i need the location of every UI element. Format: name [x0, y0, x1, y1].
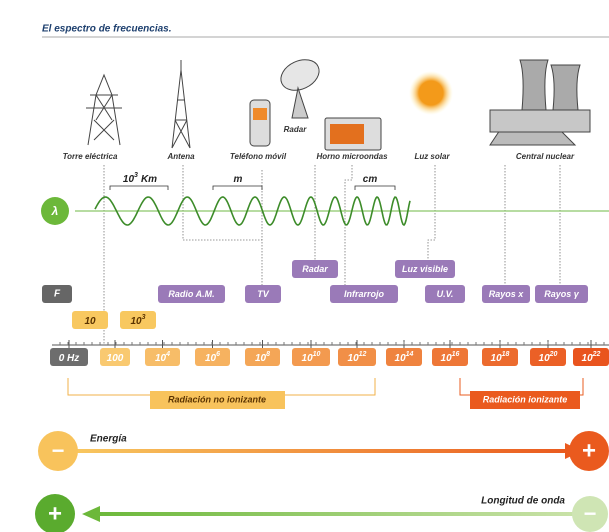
wave-label: m	[234, 174, 243, 185]
scale-label: 0 Hz	[59, 353, 80, 364]
wavelength-label: Longitud de onda	[481, 496, 565, 507]
wave-label-base: cm	[363, 174, 378, 185]
energy-high: +	[582, 437, 596, 464]
wavelength-arrow	[95, 512, 575, 516]
scale-label-exp: 4	[165, 351, 170, 358]
scale-label-base: 10	[539, 353, 551, 364]
wave-label: cm	[363, 174, 378, 185]
lambda: λ	[51, 204, 59, 218]
wave-label-exp: 3	[134, 172, 138, 179]
icons	[86, 54, 590, 150]
scale-label-base: 10	[302, 353, 314, 364]
non-ionizing-label: Radiación no ionizante	[168, 394, 266, 404]
wavelength-long: +	[48, 500, 62, 527]
scale-label-base: 10	[348, 353, 360, 364]
scale-label-base: 10	[205, 353, 217, 364]
scale-label-base: 100	[107, 353, 124, 364]
band-label: TV	[257, 289, 269, 299]
scale-label-exp: 16	[452, 351, 460, 358]
band-label: Radar	[302, 264, 328, 274]
scale-label-exp: 20	[549, 351, 558, 358]
source-label: Teléfono móvil	[230, 152, 287, 161]
source-label: Horno microondas	[316, 152, 388, 161]
source-label: Radar	[284, 125, 308, 134]
energy-arrow	[70, 449, 570, 453]
wavelength-arrowhead	[82, 506, 100, 522]
band-label: Radio A.M.	[168, 289, 214, 299]
wave-label-unit: Km	[141, 174, 157, 185]
source-label: Torre eléctrica	[63, 152, 118, 161]
scale-label-base: 10	[441, 353, 453, 364]
low-label-base: 10	[130, 316, 142, 327]
band-label: Rayos x	[489, 289, 525, 299]
band-label: Infrarrojo	[344, 289, 385, 299]
scale-label-exp: 18	[502, 351, 510, 358]
band-label: Luz visible	[402, 264, 448, 274]
low-label-base: 10	[84, 316, 96, 327]
scale-label-base: 10	[582, 353, 594, 364]
title: El espectro de frecuencias.	[42, 24, 172, 35]
scale-label-exp: 22	[592, 351, 601, 358]
scale-label-exp: 10	[313, 351, 321, 358]
spectrum-diagram: El espectro de frecuencias. λ F Radiació…	[0, 0, 609, 532]
wave-brackets	[110, 186, 395, 190]
ionizing-label: Radiación ionizante	[483, 394, 568, 404]
source-label: Antena	[166, 152, 195, 161]
band-label: Rayos γ	[544, 289, 580, 299]
low-label-exp: 3	[142, 314, 146, 321]
scale-label-exp: 6	[216, 351, 220, 358]
scale-label-base: 10	[395, 353, 407, 364]
energy-label: Energía	[90, 434, 127, 445]
scale-label-base: 10	[255, 353, 267, 364]
scale-label-exp: 14	[406, 351, 414, 358]
energy-low: −	[52, 438, 65, 463]
scale-label-base: 10	[491, 353, 503, 364]
band-label: U.V.	[437, 289, 454, 299]
low-label: 10	[84, 316, 96, 327]
scale-label-base: 0 Hz	[59, 353, 80, 364]
scale-label-exp: 8	[266, 351, 270, 358]
scale-label-base: 10	[155, 353, 167, 364]
wavelength-short: −	[584, 501, 597, 526]
wave-label-base: 10	[123, 174, 135, 185]
wave-label-base: m	[234, 174, 243, 185]
f-symbol: F	[54, 289, 61, 300]
scale-label-exp: 12	[359, 351, 367, 358]
source-label: Central nuclear	[516, 152, 575, 161]
source-label: Luz solar	[414, 152, 450, 161]
scale-label: 100	[107, 353, 124, 364]
connectors	[104, 165, 560, 345]
